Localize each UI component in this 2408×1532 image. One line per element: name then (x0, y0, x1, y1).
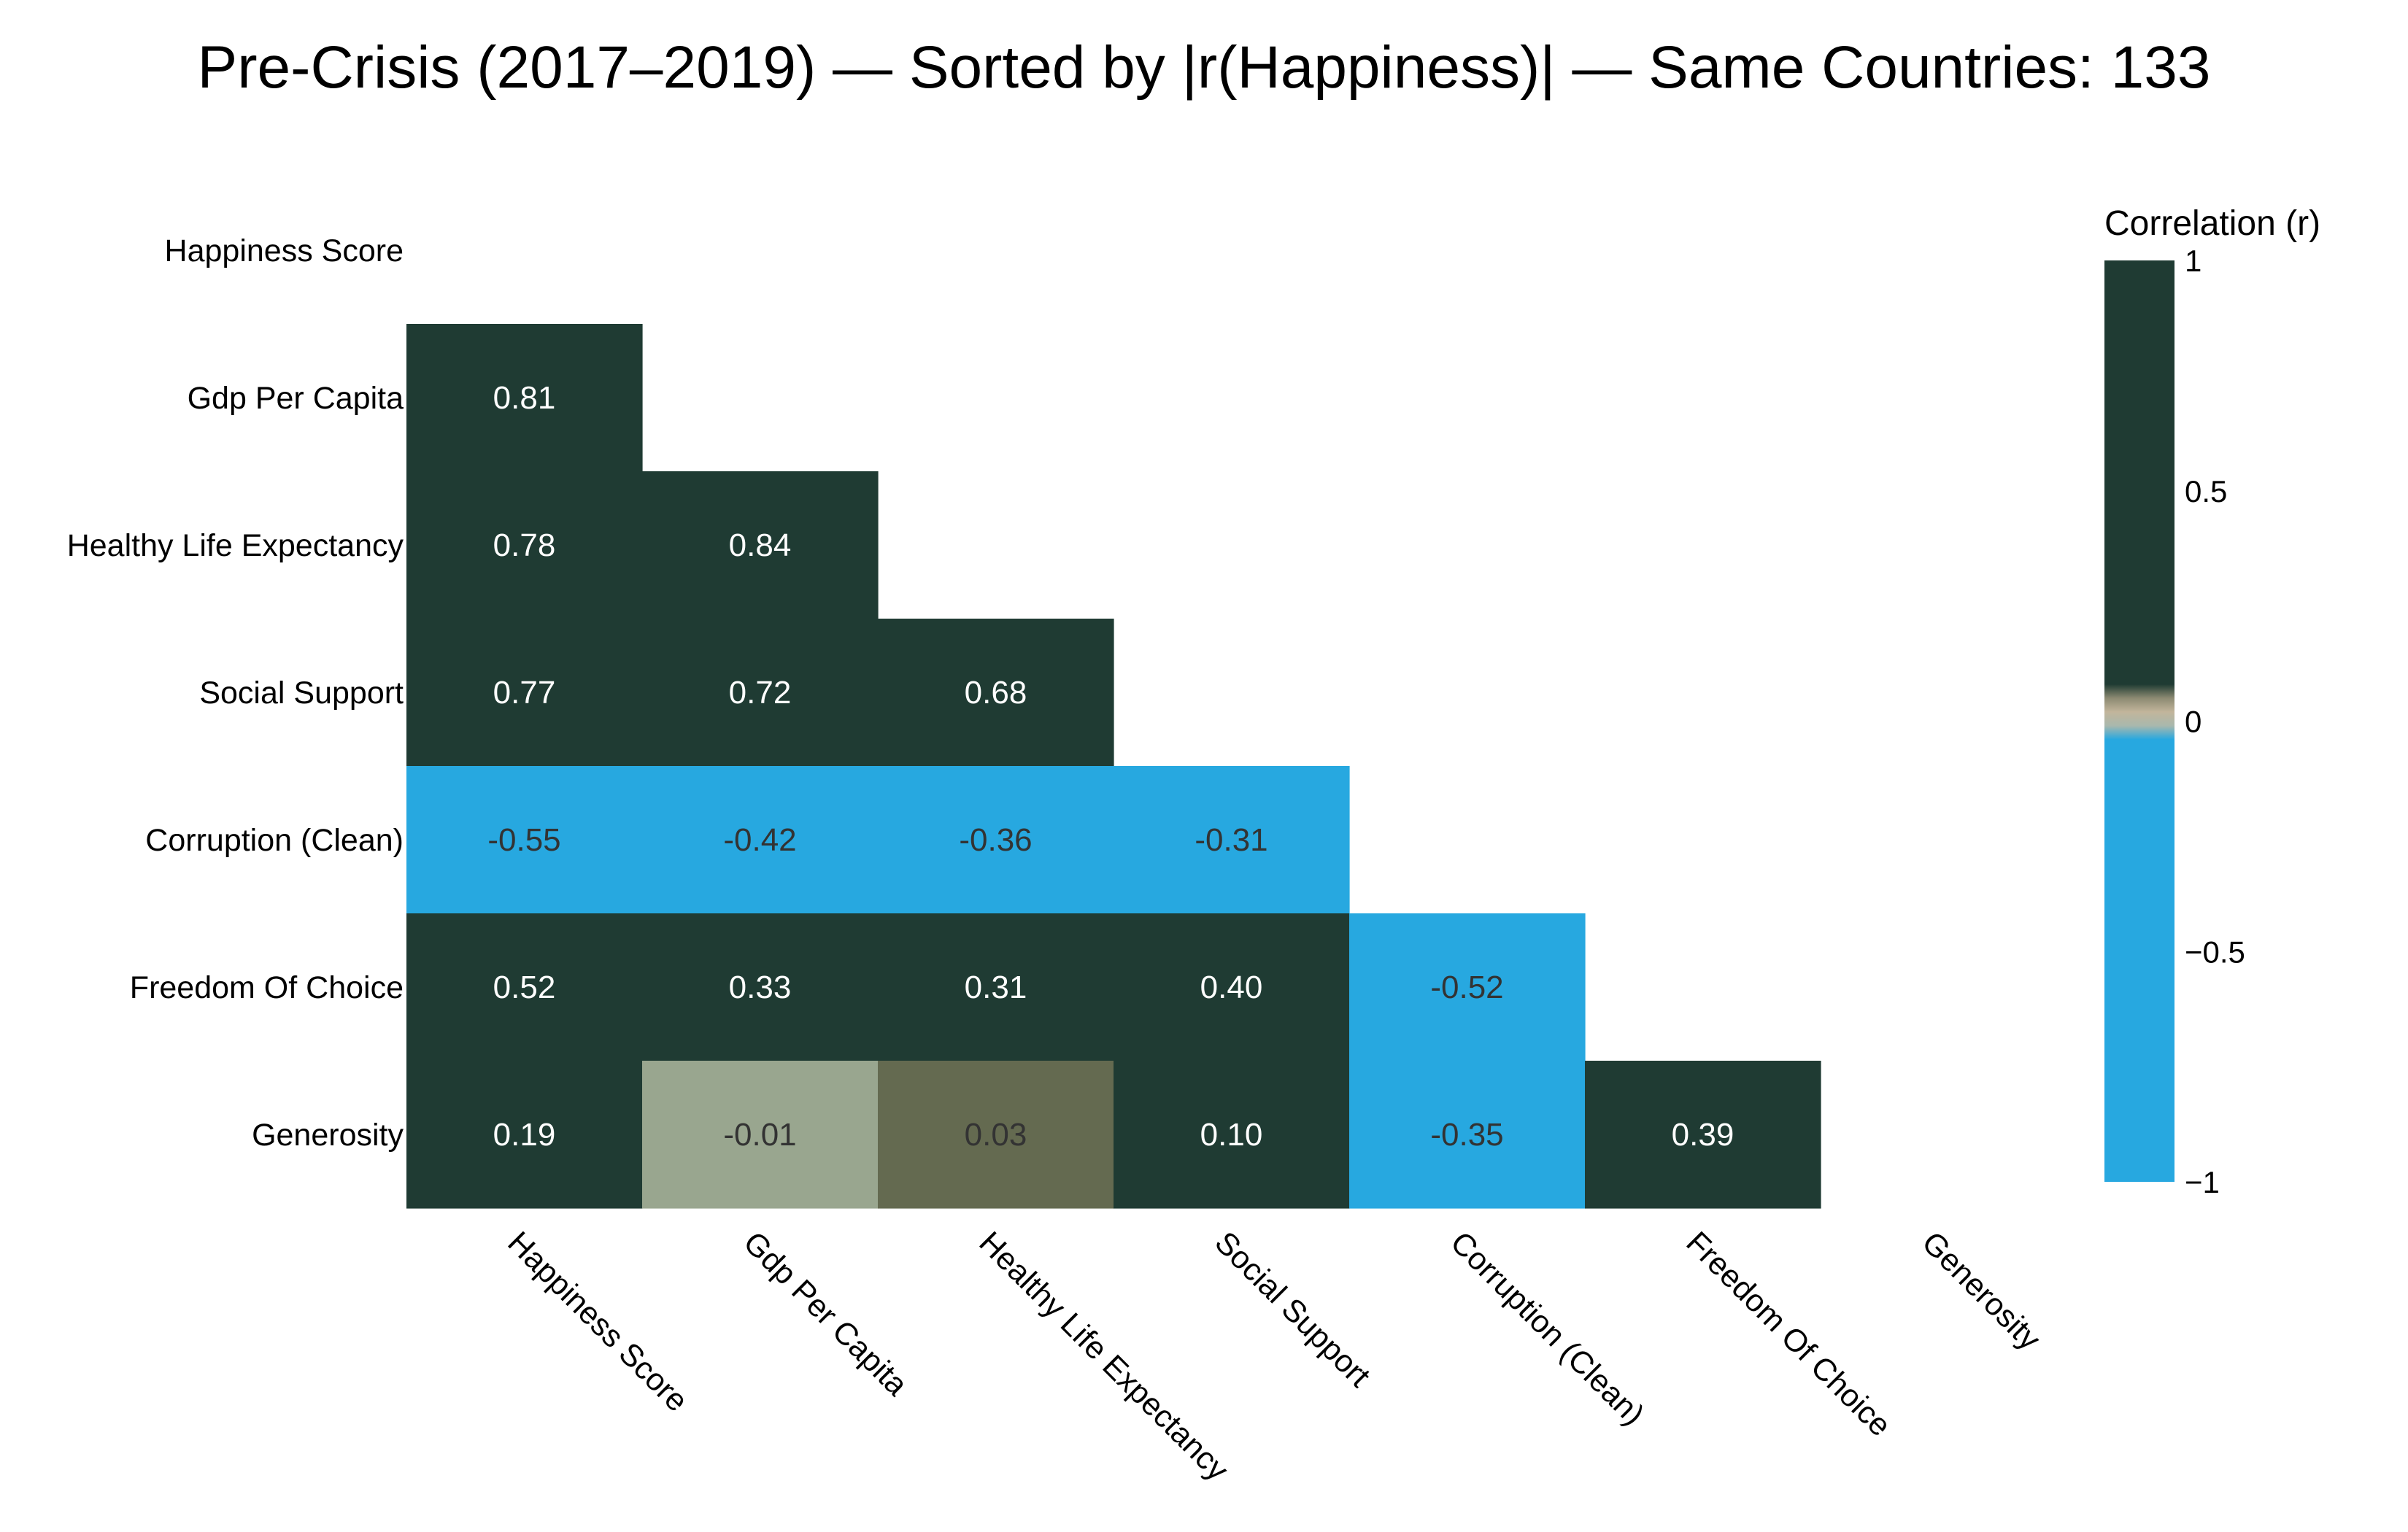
row-label: Healthy Life Expectancy (67, 528, 404, 563)
heatmap-cell (1349, 913, 1586, 1061)
cell-value-label: -0.52 (1430, 970, 1503, 1005)
cell-value-label: -0.01 (723, 1117, 796, 1153)
heatmap-cell (406, 324, 643, 472)
heatmap-cell (878, 913, 1114, 1061)
heatmap-cell (406, 913, 643, 1061)
cell-value-label: -0.55 (487, 822, 560, 858)
row-label: Social Support (199, 676, 404, 711)
row-label: Generosity (252, 1118, 404, 1153)
colorbar-gradient (2104, 260, 2174, 1182)
column-label: Generosity (1915, 1225, 2047, 1357)
row-label: Happiness Score (165, 233, 404, 268)
colorbar: Correlation (r) 1 0.5 0 −0.5 −1 (2104, 204, 2320, 1199)
heatmap-cell (1114, 913, 1350, 1061)
cell-value-label: -0.42 (723, 822, 796, 858)
heatmap-cell (1114, 1061, 1350, 1209)
heatmap-cell (642, 471, 879, 619)
heatmap-cell (878, 1061, 1114, 1209)
heatmap-cell (642, 913, 879, 1061)
row-label: Corruption (Clean) (145, 823, 404, 858)
heatmap-cell (642, 619, 879, 767)
heatmap-cell (406, 619, 643, 767)
cell-value-label: 0.40 (1200, 970, 1263, 1005)
cell-value-label: 0.19 (493, 1117, 556, 1153)
colorbar-tick-label: 0.5 (2185, 474, 2227, 508)
heatmap-cell (406, 766, 643, 914)
cell-value-label: 0.78 (493, 527, 556, 563)
cell-value-label: 0.77 (493, 675, 556, 711)
cell-value-label: -0.31 (1195, 822, 1267, 858)
chart-title: Pre-Crisis (2017–2019) — Sorted by |r(Ha… (198, 34, 2211, 101)
row-label: Gdp Per Capita (188, 381, 404, 416)
cell-value-label: 0.33 (729, 970, 792, 1005)
cell-value-label: 0.39 (1672, 1117, 1734, 1153)
heatmap-cell (406, 471, 643, 619)
column-label: Healthy Life Expectancy (972, 1225, 1235, 1487)
heatmap-cell (878, 619, 1114, 767)
colorbar-tick-label: −1 (2185, 1165, 2220, 1199)
column-labels: Happiness Score Gdp Per Capita Healthy Lif… (501, 1225, 2047, 1487)
column-label: Gdp Per Capita (736, 1225, 914, 1403)
row-labels: Happiness Score Gdp Per Capita Healthy Lif… (67, 233, 404, 1153)
column-label: Corruption (Clean) (1443, 1225, 1651, 1432)
heatmap-cell (642, 766, 879, 914)
column-label: Freedom Of Choice (1679, 1225, 1897, 1443)
cell-value-label: -0.35 (1430, 1117, 1503, 1153)
cell-value-label: -0.36 (959, 822, 1032, 858)
cell-value-label: 0.10 (1200, 1117, 1263, 1153)
heatmap-cell (878, 766, 1114, 914)
heatmap-cells: 0.81 0.78 0.84 0.77 0.72 0.68 -0.55 -0.42 -0.36 -… (406, 324, 1821, 1209)
cell-value-label: 0.31 (965, 970, 1027, 1005)
heatmap-cell (1585, 1061, 1821, 1209)
heatmap-cell (406, 1061, 643, 1209)
cell-value-label: 0.52 (493, 970, 556, 1005)
column-label: Happiness Score (501, 1225, 694, 1418)
heatmap-cell (1114, 766, 1350, 914)
column-label: Social Support (1208, 1225, 1377, 1394)
heatmap-cell (1349, 1061, 1586, 1209)
cell-value-label: 0.84 (729, 527, 792, 563)
cell-value-label: 0.03 (965, 1117, 1027, 1153)
cell-value-label: 0.72 (729, 675, 792, 711)
colorbar-tick-label: −0.5 (2185, 935, 2245, 969)
colorbar-title: Correlation (r) (2104, 204, 2320, 243)
colorbar-tick-label: 0 (2185, 705, 2201, 739)
row-label: Freedom Of Choice (130, 970, 404, 1005)
colorbar-tick-label: 1 (2185, 244, 2201, 278)
cell-value-label: 0.81 (493, 380, 556, 416)
heatmap-cell (642, 1061, 879, 1209)
colorbar-ticks: 1 0.5 0 −0.5 −1 (2185, 244, 2245, 1199)
cell-value-label: 0.68 (965, 675, 1027, 711)
